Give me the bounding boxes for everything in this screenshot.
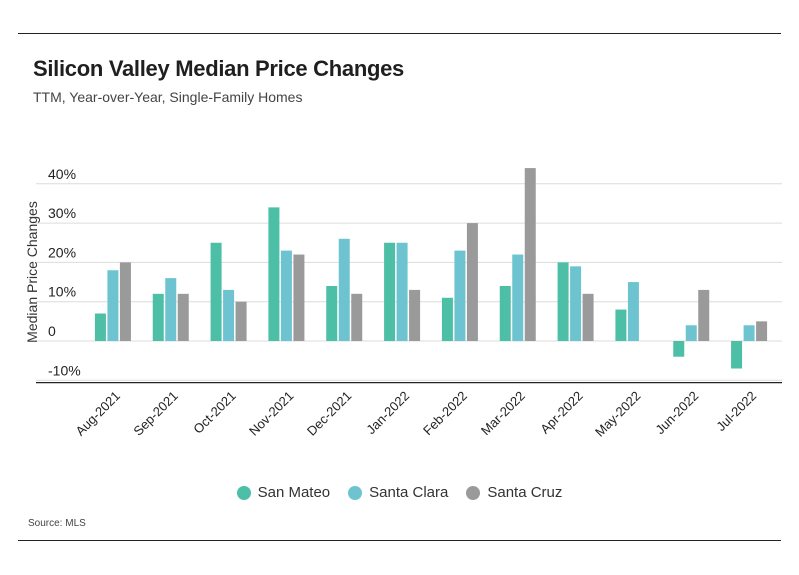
bar-san-mateo [615,309,627,341]
y-axis-title: Median Price Changes [24,201,40,343]
bar-santa-cruz [119,262,131,341]
source-note: Source: MLS [28,518,86,529]
x-tick-label: Apr-2022 [537,388,585,436]
bar-santa-cruz [466,223,478,341]
bar-santa-cruz [177,293,189,341]
legend-label: San Mateo [257,484,331,501]
x-tick-label: Sep-2021 [130,388,180,438]
y-tick-label: 20% [48,244,76,260]
bar-santa-cruz [351,293,363,341]
bar-santa-clara [338,238,350,341]
gridlines [36,183,782,381]
legend-label: Santa Cruz [487,484,563,501]
x-tick-label: Oct-2021 [190,388,238,436]
bar-san-mateo [152,293,164,341]
legend-swatch [236,485,251,500]
bar-santa-clara [280,250,292,341]
x-tick-label: Jan-2022 [363,388,412,437]
bar-chart: -10% 0 10% 20% 30% 40% Aug-2021 Sep-2021 Oct-20… [24,166,782,440]
bar-santa-cruz [293,254,305,341]
x-tick-label: Mar-2022 [478,388,528,438]
bar-santa-clara [454,250,466,341]
y-tick-label: 0 [48,323,56,339]
legend-item: Santa Clara [348,484,448,501]
bar-santa-clara [223,289,235,341]
bar-san-mateo [384,242,396,341]
x-tick-label: Jul-2022 [713,388,759,434]
y-tick-label: 30% [48,205,76,221]
x-tick-label: Jun-2022 [652,388,701,437]
bar-santa-cruz [756,321,768,341]
legend: San Mateo Santa Clara Santa Cruz [0,484,799,501]
bar-santa-cruz [582,293,594,341]
x-tick-label: Dec-2021 [304,388,354,438]
bar-santa-cruz [409,289,421,341]
chart-subtitle: TTM, Year-over-Year, Single-Family Homes [33,89,303,105]
x-tick-label: Nov-2021 [246,388,296,438]
bar-san-mateo [731,341,743,369]
legend-label: Santa Clara [369,484,449,501]
bar-santa-clara [685,325,697,341]
bar-santa-clara [512,254,524,341]
legend-item: Santa Cruz [466,484,562,501]
bar-santa-clara [396,242,408,341]
bar-san-mateo [499,285,511,341]
y-tick-label: 10% [48,284,76,300]
legend-item: San Mateo [236,484,331,501]
bar-santa-cruz [235,301,247,341]
bar-san-mateo [441,297,453,341]
bar-san-mateo [210,242,222,341]
bar-san-mateo [673,341,685,357]
bar-santa-clara [570,266,582,341]
y-tick-label: 40% [48,166,76,182]
legend-swatch [466,485,481,500]
top-rule [18,33,781,34]
y-tick-labels: -10% 0 10% 20% 30% 40% [48,166,81,378]
bar-santa-clara [627,282,639,341]
x-tick-label: Aug-2021 [73,388,123,438]
bar-santa-clara [107,270,119,341]
legend-swatch [348,485,363,500]
x-tick-labels: Aug-2021 Sep-2021 Oct-2021 Nov-2021 Dec-2021… [73,388,760,439]
bars [94,168,768,369]
bar-santa-clara [743,325,755,341]
bottom-rule [18,540,781,541]
bar-san-mateo [94,313,106,341]
y-tick-label: -10% [48,362,81,378]
bar-san-mateo [268,207,280,341]
x-tick-label: May-2022 [592,388,643,439]
x-tick-label: Feb-2022 [420,388,470,438]
bar-santa-cruz [524,168,536,341]
chart-title: Silicon Valley Median Price Changes [33,56,404,81]
bar-santa-cruz [698,289,710,341]
bar-san-mateo [326,285,338,341]
bar-san-mateo [557,262,569,341]
bar-santa-clara [165,278,177,341]
